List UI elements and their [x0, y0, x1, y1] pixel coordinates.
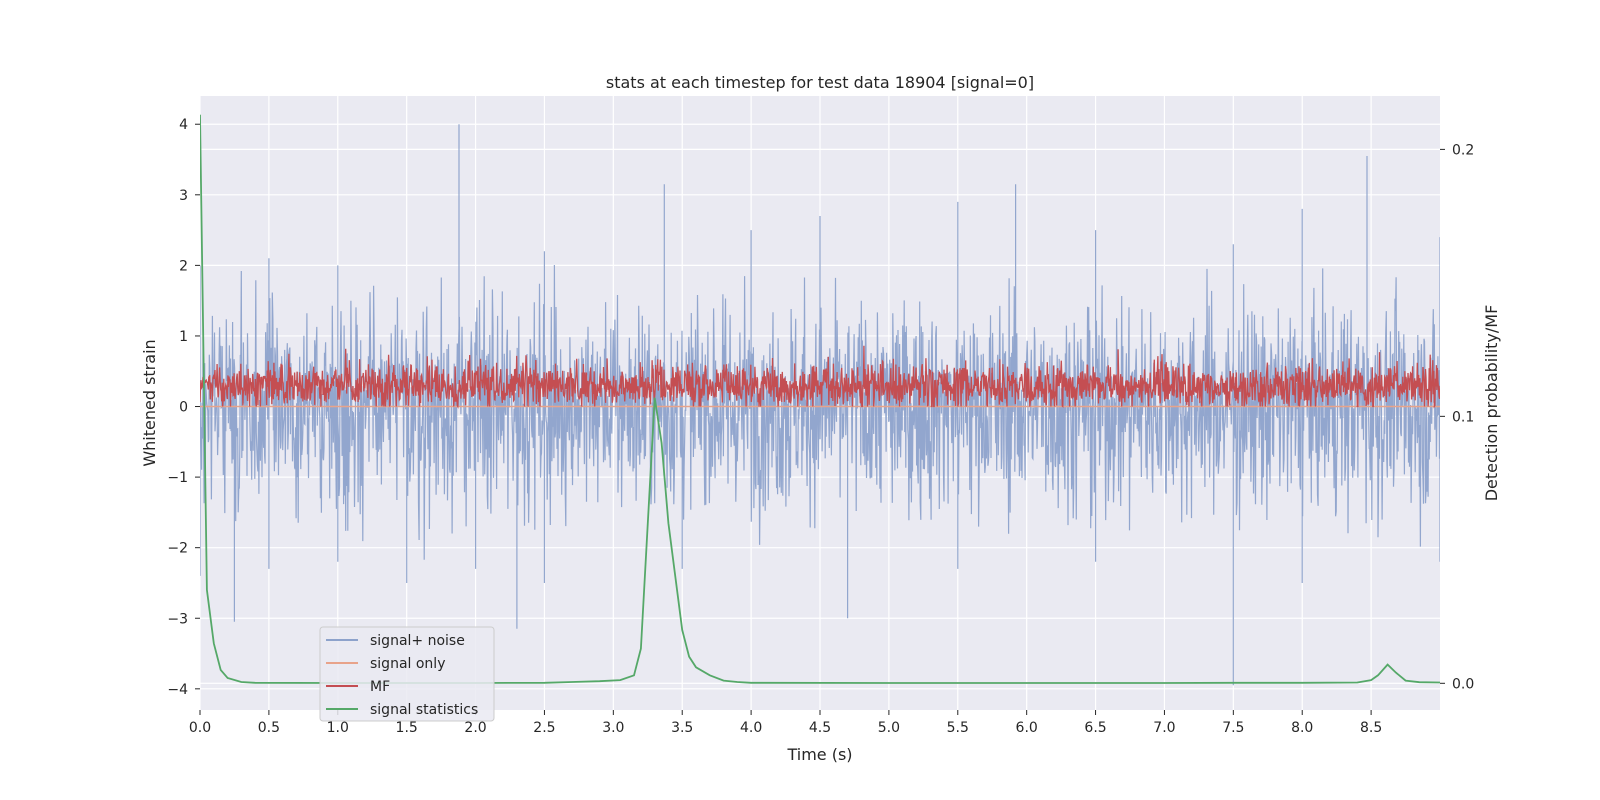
legend-label-signal-noise: signal+ noise	[370, 633, 465, 649]
x-tick-label: 5.5	[947, 720, 969, 736]
y-tick-label: 2	[179, 258, 188, 274]
y-tick-label: 0	[179, 400, 188, 416]
y-axis-label: Whitened strain	[140, 339, 159, 466]
y-tick-label: −1	[167, 470, 188, 486]
y2-tick-label: 0.1	[1452, 409, 1474, 425]
x-tick-label: 3.0	[602, 720, 624, 736]
x-tick-label: 6.5	[1084, 720, 1106, 736]
series-mf	[200, 345, 1440, 409]
x-tick-label: 4.5	[809, 720, 831, 736]
x-tick-label: 0.0	[189, 720, 211, 736]
legend-box	[319, 626, 495, 722]
x-tick-label: 1.5	[396, 720, 418, 736]
series-signal-noise	[200, 124, 1440, 686]
x-tick-label: 2.0	[464, 720, 486, 736]
x-tick-label: 7.5	[1222, 720, 1244, 736]
x-tick-label: 0.5	[258, 720, 280, 736]
y-tick-label: −4	[167, 682, 188, 698]
y-tick-label: −2	[167, 541, 188, 557]
x-axis-ticks: 0.0 0.5 1.0 1.5 2.0 2.5 3.0 3.5 4.0 4.5 5.0 5.5 6.0 6…	[189, 710, 1382, 736]
y-axis-ticks: −4 −3 −2 −1 0 1 2 3 4	[167, 117, 200, 698]
x-tick-label: 5.0	[878, 720, 900, 736]
x-tick-label: 6.0	[1016, 720, 1038, 736]
x-tick-label: 8.0	[1291, 720, 1313, 736]
legend-label-signal-statistics: signal statistics	[370, 702, 478, 718]
chart-title: stats at each timestep for test data 189…	[606, 73, 1034, 92]
legend: signal+ noise signal only MF signal stat…	[319, 626, 495, 722]
plot-area	[200, 114, 1440, 686]
y-tick-label: 1	[179, 329, 188, 345]
x-tick-label: 8.5	[1360, 720, 1382, 736]
y2-tick-label: 0.0	[1452, 676, 1474, 692]
y-tick-label: 4	[179, 117, 188, 133]
x-tick-label: 2.5	[533, 720, 555, 736]
y2-tick-label: 0.2	[1452, 142, 1474, 158]
x-tick-label: 7.0	[1153, 720, 1175, 736]
legend-label-signal-only: signal only	[370, 656, 445, 672]
x-axis-label: Time (s)	[786, 745, 852, 764]
y2-axis-label: Detection probability/MF	[1482, 305, 1501, 502]
x-tick-label: 4.0	[740, 720, 762, 736]
x-tick-label: 1.0	[327, 720, 349, 736]
y-tick-label: 3	[179, 188, 188, 204]
legend-label-mf: MF	[370, 679, 390, 695]
y-tick-label: −3	[167, 611, 188, 627]
y2-axis-ticks: 0.0 0.1 0.2	[1440, 142, 1474, 692]
x-tick-label: 3.5	[671, 720, 693, 736]
series-signal-statistics	[200, 114, 1440, 684]
